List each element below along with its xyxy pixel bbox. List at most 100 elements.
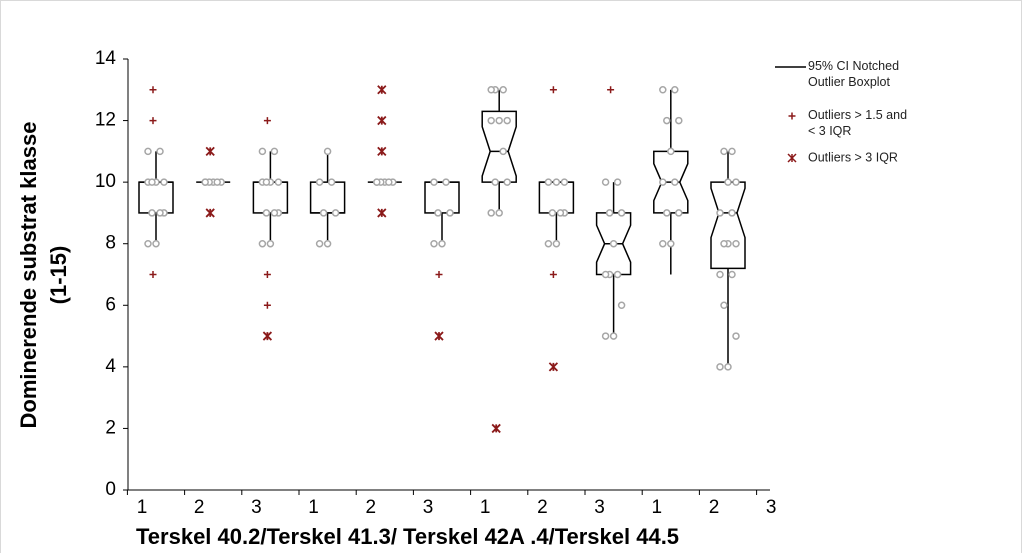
y-tick-label: 6 bbox=[105, 294, 116, 315]
data-point bbox=[552, 178, 561, 186]
data-point bbox=[732, 332, 740, 340]
x-tick-label: 1 bbox=[652, 497, 663, 518]
mild-outlier bbox=[549, 271, 557, 278]
y-axis-label: Dominerende substrat klasse bbox=[16, 122, 41, 429]
data-point bbox=[331, 209, 340, 217]
data-point bbox=[270, 147, 279, 156]
data-point bbox=[548, 209, 557, 217]
y-tick-label: 14 bbox=[95, 48, 117, 69]
data-point bbox=[446, 209, 454, 217]
y-tick-label: 10 bbox=[95, 171, 116, 192]
extreme-outlier bbox=[491, 423, 501, 434]
data-point bbox=[544, 178, 553, 186]
data-point bbox=[430, 239, 438, 248]
x-tick-label: 3 bbox=[423, 497, 434, 518]
data-point bbox=[156, 147, 164, 156]
data-point bbox=[144, 147, 152, 156]
data-point bbox=[262, 209, 271, 217]
data-point bbox=[156, 209, 164, 217]
legend-label: 95% CI Notched Outlier Boxplot bbox=[808, 59, 899, 89]
data-point bbox=[262, 178, 271, 186]
data-point bbox=[659, 178, 667, 186]
data-point bbox=[728, 147, 736, 156]
data-point bbox=[560, 178, 569, 186]
data-point bbox=[148, 178, 156, 186]
y-tick-label: 0 bbox=[105, 479, 116, 500]
data-point bbox=[601, 270, 610, 279]
data-point bbox=[315, 239, 324, 248]
x-tick-label: 1 bbox=[308, 497, 319, 518]
data-point bbox=[434, 209, 442, 217]
data-point bbox=[720, 147, 728, 156]
data-point bbox=[258, 239, 267, 248]
box bbox=[252, 181, 289, 214]
mild-outlier bbox=[149, 271, 157, 278]
data-point bbox=[438, 239, 446, 248]
data-point bbox=[728, 209, 736, 217]
data-point bbox=[601, 178, 610, 186]
data-point bbox=[724, 363, 732, 371]
y-tick-label: 2 bbox=[105, 417, 116, 438]
data-point bbox=[495, 209, 503, 217]
data-point bbox=[487, 209, 495, 217]
y-axis-label: (1-15) bbox=[46, 246, 71, 305]
data-point bbox=[544, 239, 553, 248]
y-tick-label: 4 bbox=[105, 356, 116, 377]
data-point bbox=[732, 178, 740, 186]
data-point bbox=[487, 116, 495, 125]
data-point bbox=[716, 363, 724, 371]
data-point bbox=[323, 239, 332, 248]
box bbox=[309, 181, 346, 214]
data-point bbox=[675, 209, 683, 217]
data-point bbox=[716, 209, 724, 217]
data-point bbox=[430, 178, 438, 186]
data-point bbox=[728, 270, 736, 279]
mild-outlier bbox=[149, 86, 157, 94]
data-point bbox=[315, 178, 324, 186]
data-point bbox=[663, 209, 671, 217]
x-tick-label: 2 bbox=[537, 497, 548, 518]
data-point bbox=[148, 209, 156, 217]
x-tick-label: 1 bbox=[137, 497, 148, 518]
data-point bbox=[716, 270, 724, 279]
extreme-outlier bbox=[205, 208, 215, 218]
mild-outlier bbox=[263, 301, 271, 309]
data-point bbox=[724, 178, 732, 186]
extreme-outlier bbox=[377, 208, 387, 218]
data-point bbox=[274, 178, 283, 186]
extreme-outlier bbox=[377, 85, 387, 95]
x-tick-label: 2 bbox=[709, 497, 720, 518]
extreme-outlier bbox=[434, 331, 444, 341]
legend-swatch bbox=[788, 112, 796, 120]
data-point bbox=[319, 209, 328, 217]
x-tick-label: 3 bbox=[766, 497, 777, 518]
legend-swatch bbox=[787, 153, 797, 163]
data-point bbox=[499, 147, 507, 156]
data-point bbox=[671, 86, 679, 94]
x-tick-label: 3 bbox=[251, 497, 262, 518]
extreme-outlier bbox=[262, 331, 273, 341]
data-point bbox=[258, 147, 267, 156]
extreme-outlier bbox=[377, 146, 387, 156]
data-point bbox=[373, 178, 381, 186]
data-point bbox=[732, 239, 740, 248]
extreme-outlier bbox=[377, 115, 387, 126]
data-point bbox=[556, 209, 565, 217]
extreme-outlier bbox=[548, 362, 559, 372]
data-point bbox=[671, 178, 679, 186]
legend-label: Outliers > 3 IQR bbox=[808, 150, 898, 164]
data-point bbox=[201, 178, 209, 186]
data-point bbox=[667, 239, 675, 248]
data-point bbox=[160, 178, 168, 186]
mild-outlier bbox=[149, 117, 157, 125]
data-point bbox=[499, 86, 507, 94]
mild-outlier bbox=[607, 86, 615, 94]
data-point bbox=[213, 178, 221, 186]
data-point bbox=[675, 116, 683, 125]
data-point bbox=[270, 209, 279, 217]
data-point bbox=[601, 332, 610, 340]
data-point bbox=[266, 239, 275, 248]
data-point bbox=[487, 86, 495, 94]
data-point bbox=[144, 239, 152, 248]
